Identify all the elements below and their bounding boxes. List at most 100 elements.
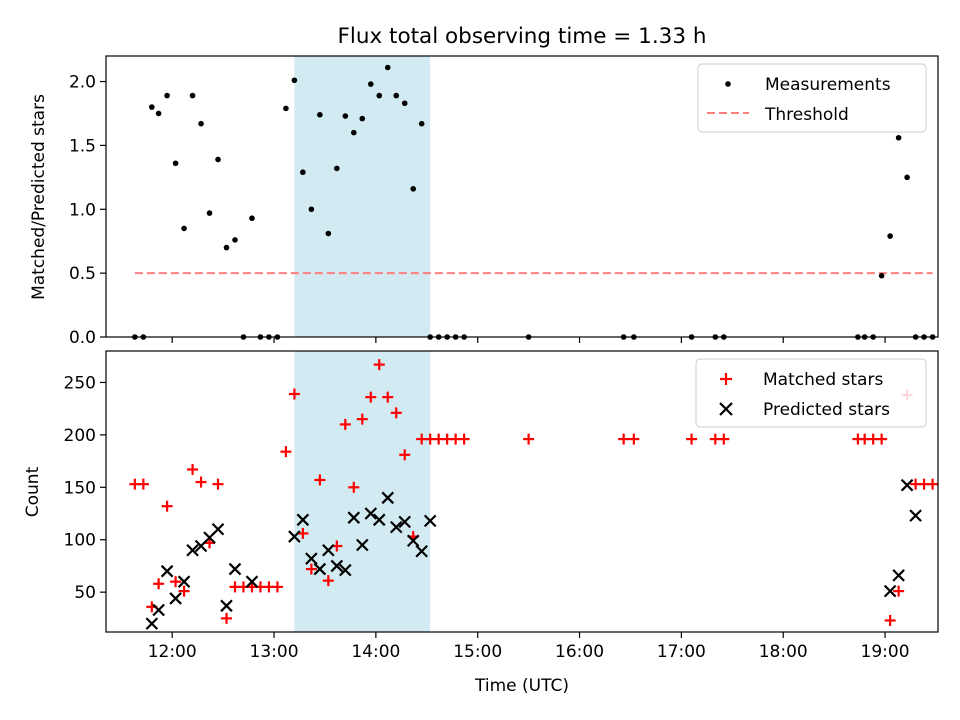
matched-star-point xyxy=(927,478,939,490)
predicted-star-point xyxy=(228,562,242,576)
predicted-star-point xyxy=(330,559,344,573)
predicted-star-point-b xyxy=(415,544,428,558)
predicted-star-point xyxy=(296,513,310,527)
predicted-star-point xyxy=(423,514,437,528)
bottom-legend: Matched stars Predicted stars xyxy=(695,358,927,428)
measurement-point xyxy=(887,233,893,239)
predicted-star-point xyxy=(245,575,259,588)
bottom-highlight-span xyxy=(294,351,431,632)
matched-star-point xyxy=(718,433,730,445)
predicted-star-point-b xyxy=(313,562,327,576)
measurement-point xyxy=(291,77,298,84)
predicted-star-point xyxy=(364,507,378,520)
matched-star-point xyxy=(356,413,368,425)
predicted-star-point xyxy=(169,592,182,605)
measurement-point xyxy=(325,230,332,237)
predicted-star-point-b xyxy=(892,569,905,582)
measurement-point xyxy=(223,244,230,251)
predicted-star-point-b xyxy=(296,513,310,527)
predicted-star-point xyxy=(160,564,174,578)
top-y-tick-label: 1.5 xyxy=(69,136,96,156)
predicted-star-point-b xyxy=(423,514,437,528)
predicted-star-point-b xyxy=(322,543,335,557)
top-panel: 0.00.51.01.52.0 Matched/Predicted stars … xyxy=(29,55,939,348)
matched-star-point xyxy=(280,446,292,458)
predicted-star-point xyxy=(892,569,905,582)
matched-star-point xyxy=(618,433,630,445)
matched-star-point xyxy=(221,612,233,624)
matched-star-point xyxy=(137,478,149,490)
measurement-point xyxy=(376,92,383,99)
predicted-star-point-b xyxy=(381,491,395,505)
measurement-point xyxy=(300,169,306,176)
predicted-star-point-b xyxy=(909,509,922,522)
predicted-star-point xyxy=(288,530,301,543)
matched-star-point xyxy=(288,388,300,400)
predicted-star-point xyxy=(356,538,369,552)
matched-star-point xyxy=(161,500,173,512)
predicted-star-point-b xyxy=(145,617,159,630)
predicted-star-point xyxy=(406,534,420,548)
measurement-point xyxy=(308,206,315,213)
matched-star-point xyxy=(339,418,351,430)
top-y-tick-label: 2.0 xyxy=(69,73,96,93)
matched-star-point xyxy=(187,463,199,475)
legend-predicted-marker xyxy=(719,402,733,416)
measurement-point xyxy=(198,120,204,127)
predicted-star-point-b xyxy=(152,603,165,617)
bottom-plot-frame xyxy=(105,350,939,633)
matched-star-point xyxy=(382,391,394,403)
predicted-star-point-b xyxy=(211,522,225,536)
predicted-star-point xyxy=(909,509,922,522)
predicted-star-point xyxy=(339,563,352,577)
legend-measurements-label: Measurements xyxy=(765,75,891,95)
x-tick-label: 19:00 xyxy=(861,642,910,662)
legend-predicted-label: Predicted stars xyxy=(763,400,890,420)
predicted-star-point xyxy=(211,522,225,536)
matched-star-point xyxy=(523,433,535,445)
measurement-point xyxy=(172,160,179,167)
measurement-point xyxy=(181,225,187,232)
predicted-star-point-b xyxy=(398,515,411,529)
top-highlight-span xyxy=(294,56,431,337)
predicted-star-point xyxy=(145,617,159,630)
measurement-point xyxy=(351,129,357,136)
x-tick-label: 16:00 xyxy=(555,642,604,662)
predicted-star-point-b xyxy=(220,599,233,613)
matched-star-point xyxy=(204,537,216,549)
matched-star-point xyxy=(686,433,698,445)
measurement-point xyxy=(189,92,196,99)
matched-star-point xyxy=(314,474,326,486)
predicted-star-point-b xyxy=(177,575,191,588)
matched-star-point xyxy=(170,576,182,588)
x-tick-label: 15:00 xyxy=(453,642,502,662)
matched-star-point xyxy=(297,527,309,539)
x-tick-label: 17:00 xyxy=(657,642,706,662)
measurement-point xyxy=(232,237,238,243)
predicted-star-point-b xyxy=(186,543,199,557)
measurement-point xyxy=(334,165,340,172)
bottom-y-tick-label: 200 xyxy=(64,426,96,446)
matched-star-points xyxy=(129,359,939,626)
legend-matched-label: Matched stars xyxy=(763,370,883,390)
predicted-star-point xyxy=(415,544,428,558)
measurement-point xyxy=(367,81,374,87)
measurement-point xyxy=(164,92,170,99)
matched-star-point xyxy=(884,614,896,626)
matched-star-point xyxy=(458,433,470,445)
legend-measurements-marker xyxy=(725,81,731,87)
matched-star-point xyxy=(365,391,377,403)
predicted-star-point-b xyxy=(900,478,914,492)
top-plot-frame xyxy=(105,55,939,338)
measurement-point xyxy=(149,104,155,110)
measurement-point xyxy=(410,186,417,192)
predicted-star-point-b xyxy=(288,530,301,543)
matched-star-point xyxy=(348,481,360,493)
matched-star-point xyxy=(628,433,640,445)
predicted-star-point-b xyxy=(339,563,352,577)
bottom-panel: 50 100 150 200 250 12:00 13:00 14:00 15:00 16:00… xyxy=(23,350,939,696)
matched-star-point xyxy=(212,478,224,490)
predicted-star-point xyxy=(313,562,327,576)
matched-star-point xyxy=(271,581,283,593)
measurement-point xyxy=(283,105,289,112)
